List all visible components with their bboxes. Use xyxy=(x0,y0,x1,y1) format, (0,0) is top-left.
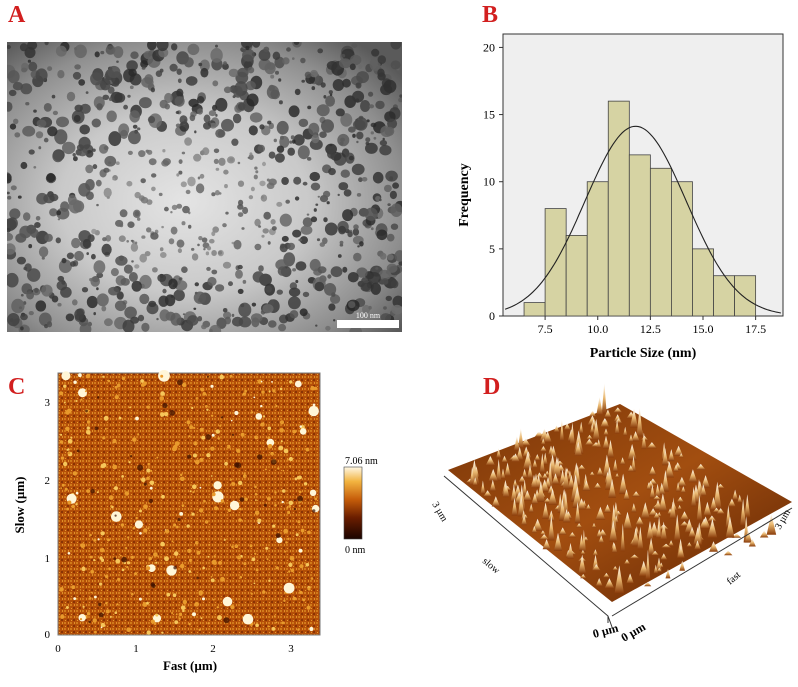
afm-x-label: Fast (µm) xyxy=(163,658,217,673)
panel-label-d: D xyxy=(483,374,501,400)
d-axis-slow-label: slow xyxy=(480,556,502,577)
fast-axis xyxy=(611,507,793,617)
normal-fit-curve xyxy=(504,125,782,314)
histogram-bar-9 xyxy=(713,275,735,317)
histogram-bar-7 xyxy=(671,181,693,317)
d-axis-fast-label: fast xyxy=(725,569,743,587)
afm-colorbar xyxy=(343,466,363,540)
y-tick-label: 15 xyxy=(483,108,495,122)
y-tick-label: 5 xyxy=(489,242,495,256)
afm-height-map xyxy=(57,372,321,636)
panel-label-c: C xyxy=(8,374,26,400)
afm-3d-surface xyxy=(448,404,792,602)
x-tick-label: 17.5 xyxy=(745,322,766,336)
y-axis-label: Frequency xyxy=(457,163,472,227)
d-tick-0um-left: 0 µm xyxy=(591,621,620,641)
histogram-bar-8 xyxy=(692,248,714,317)
y-tick-label: 0 xyxy=(489,309,495,323)
colorbar-max-label: 7.06 nm xyxy=(345,456,378,467)
x-tick-2: 2 xyxy=(210,643,216,655)
x-tick-label: 10.0 xyxy=(587,322,608,336)
x-tick-label: 7.5 xyxy=(538,322,553,336)
histogram-bar-10 xyxy=(734,275,757,317)
histogram-bar-3 xyxy=(586,181,609,317)
y-tick-0: 0 xyxy=(45,629,51,641)
panel-label-b: B xyxy=(482,2,499,28)
d-tick-3um-left: 3 µm xyxy=(430,500,450,524)
d-tick-0um-right: 0 µm xyxy=(619,620,648,645)
afm-2d-panel: 0 1 2 3 0 1 2 3 Fast (µm) Slow (µm) 7.06… xyxy=(12,370,378,673)
y-tick-2: 2 xyxy=(45,475,51,487)
tem-nanoparticles xyxy=(7,42,402,332)
x-tick-label: 12.5 xyxy=(640,322,661,336)
afm-3d-peaks xyxy=(465,382,777,593)
x-tick-0: 0 xyxy=(55,643,61,655)
histogram-bar-6 xyxy=(649,167,672,317)
x-tick-label: 15.0 xyxy=(693,322,714,336)
y-tick-label: 10 xyxy=(483,175,495,189)
histogram-bar-2 xyxy=(565,235,588,317)
histogram-chart: 7.5 10.0 12.5 15.0 17.5 0 5 10 15 20 Particle Si… xyxy=(457,33,784,361)
scale-bar-label: 100 nm xyxy=(356,311,381,320)
afm-y-label: Slow (µm) xyxy=(12,477,27,534)
y-tick-3: 3 xyxy=(45,397,51,409)
x-axis-label: Particle Size (nm) xyxy=(590,346,697,361)
x-tick-3: 3 xyxy=(288,643,294,655)
histogram-bar-4 xyxy=(607,100,630,317)
y-tick-label: 20 xyxy=(483,40,495,54)
histogram-bar-5 xyxy=(628,154,651,317)
histogram-bar-0 xyxy=(523,302,546,317)
panel-label-a: A xyxy=(8,2,26,28)
x-tick-1: 1 xyxy=(133,643,139,655)
scale-bar xyxy=(337,320,399,328)
afm-3d-panel: 3 µm slow fast 3 µm 0 µm 0 µm xyxy=(430,382,793,645)
afm-particles xyxy=(59,370,320,635)
colorbar-min-label: 0 nm xyxy=(345,545,366,556)
d-tick-3um-right: 3 µm xyxy=(773,508,793,532)
y-tick-1: 1 xyxy=(45,553,51,565)
tem-micrograph: 100 nm xyxy=(7,42,402,332)
